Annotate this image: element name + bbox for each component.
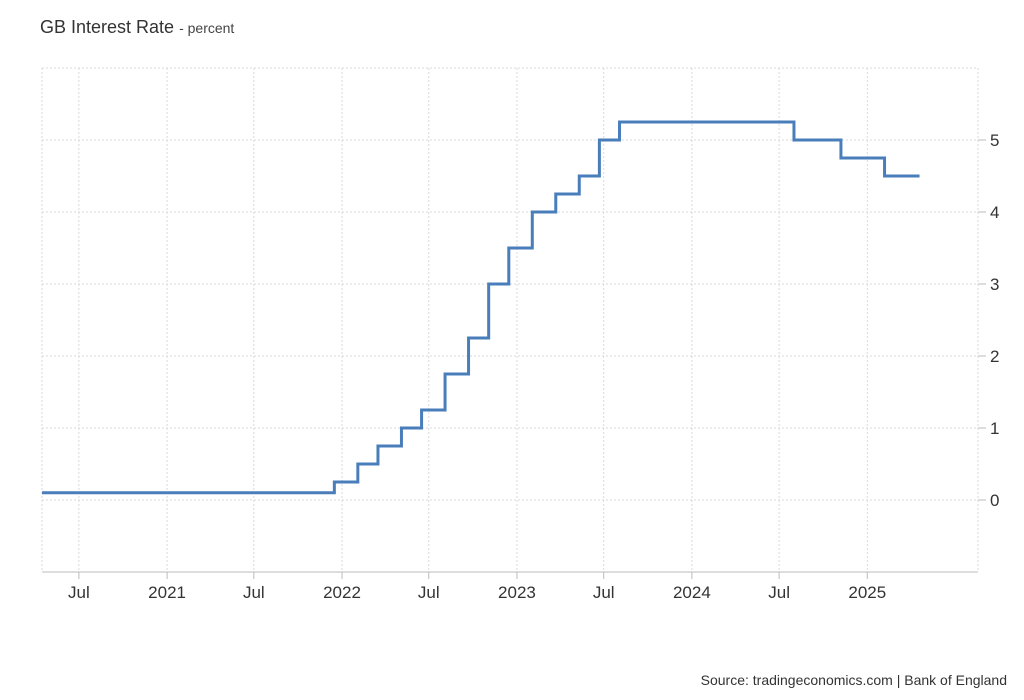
x-tick-label: Jul: [243, 583, 265, 602]
y-tick-label: 3: [990, 275, 999, 294]
source-attribution: Source: tradingeconomics.com | Bank of E…: [700, 672, 1007, 688]
x-tick-label: 2025: [848, 583, 886, 602]
chart-title-text: GB Interest Rate: [40, 17, 175, 37]
chart-unit: - percent: [179, 20, 235, 36]
y-tick-label: 0: [990, 491, 999, 510]
y-tick-label: 1: [990, 419, 999, 438]
x-tick-label: Jul: [418, 583, 440, 602]
y-tick-label: 2: [990, 347, 999, 366]
y-tick-label: 4: [990, 203, 999, 222]
x-tick-label: 2021: [148, 583, 186, 602]
x-tick-label: Jul: [593, 583, 615, 602]
x-tick-label: Jul: [768, 583, 790, 602]
x-tick-label: 2024: [673, 583, 711, 602]
x-tick-label: Jul: [68, 583, 90, 602]
series-line: [42, 120, 920, 495]
chart-title: GB Interest Rate - percent: [40, 17, 234, 38]
x-tick-label: 2023: [498, 583, 536, 602]
y-tick-label: 5: [990, 131, 999, 150]
x-tick-label: 2022: [323, 583, 361, 602]
